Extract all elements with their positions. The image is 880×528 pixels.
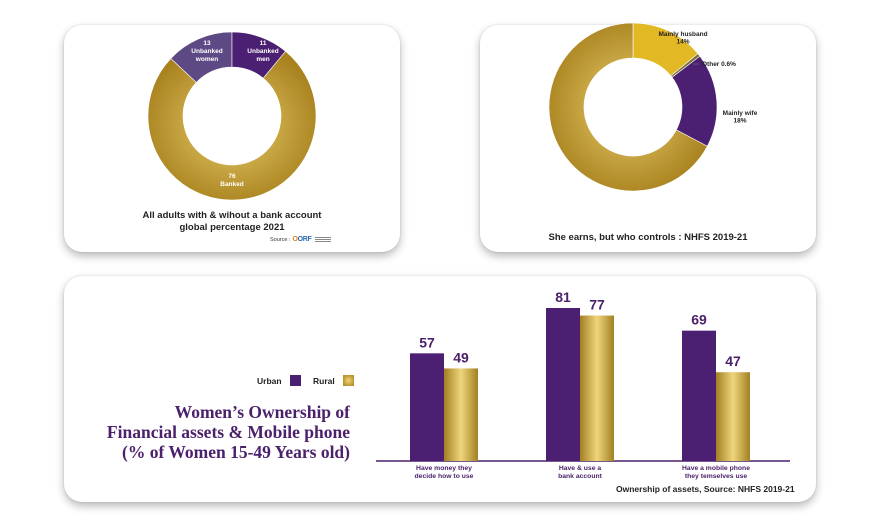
bar-urban-2 bbox=[682, 330, 716, 461]
donut-slice-3 bbox=[548, 22, 708, 192]
bar-value-label: 49 bbox=[453, 349, 469, 365]
bar-urban-1 bbox=[546, 308, 580, 461]
donut-slice-label-0: Mainly husband 14% bbox=[658, 31, 707, 46]
legend-rural: Rural bbox=[313, 375, 354, 386]
earnings-control-donut-card: Mainly husband 14% Other 0.6% Mainly wife 18… bbox=[480, 22, 816, 252]
donut-slice-2 bbox=[147, 50, 317, 201]
donut-slice-label-1: Other 0.6% bbox=[702, 61, 736, 68]
bar-value-label: 47 bbox=[725, 353, 741, 369]
banked-donut-card: 13 Unbanked women 11 Unbanked men 76 Banked All… bbox=[64, 25, 400, 252]
title-line-3: (% of Women 15-49 Years old) bbox=[122, 442, 350, 462]
donut-slice-label-2: Mainly wife 18% bbox=[723, 110, 758, 125]
bar-chart-source: Ownership of assets, Source: NHFS 2019-2… bbox=[616, 484, 795, 494]
orf-logo: OORF bbox=[292, 236, 312, 243]
title-line-1: Women’s Ownership of bbox=[174, 402, 350, 422]
category-label-2: Have a mobile phone they temselves use bbox=[682, 465, 750, 480]
title-line-2: Financial assets & Mobile phone bbox=[106, 422, 350, 442]
donut-slice-label-3: Wife & husband jointly 67% bbox=[604, 209, 653, 231]
ownership-bar-card: Urban Rural Women’s Ownership of Financi… bbox=[64, 276, 816, 502]
legend-urban: Urban bbox=[257, 375, 301, 386]
caption-line-2: global percentage 2021 bbox=[179, 222, 285, 233]
earnings-control-donut-chart: Mainly husband 14% Other 0.6% Mainly wife 18… bbox=[548, 22, 758, 231]
orf-logo-lines bbox=[314, 237, 331, 242]
bar-value-label: 69 bbox=[691, 312, 707, 328]
earnings-control-caption: She earns, but who controls : NHFS 2019-… bbox=[548, 232, 748, 243]
bar-rural-0 bbox=[444, 368, 478, 461]
bar-value-label: 77 bbox=[589, 297, 605, 313]
banked-donut-caption: All adults with & wihout a bank account … bbox=[124, 210, 340, 234]
donut-slice-label-0: 13 Unbanked women bbox=[191, 40, 222, 63]
ownership-bar-chart: 57 49 Have money they decide how to use 81 77… bbox=[376, 289, 790, 480]
bar-value-label: 57 bbox=[419, 334, 435, 350]
bar-urban-0 bbox=[410, 353, 444, 461]
source-attribution: Source : OORF bbox=[270, 236, 331, 243]
orf-logo-text: ORF bbox=[297, 236, 312, 243]
legend-urban-label: Urban bbox=[257, 375, 282, 386]
ownership-chart-title: Women’s Ownership of Financial assets & … bbox=[107, 402, 350, 462]
donut-slice-label-2: 76 Banked bbox=[220, 173, 244, 188]
source-label: Source : bbox=[270, 236, 291, 243]
banked-donut-chart: 13 Unbanked women 11 Unbanked men 76 Banked bbox=[147, 31, 317, 201]
bar-rural-2 bbox=[716, 372, 750, 461]
donut-slice-label-1: 11 Unbanked men bbox=[247, 40, 278, 63]
legend-rural-label: Rural bbox=[313, 375, 335, 386]
category-label-1: Have & use a bank account bbox=[558, 465, 603, 480]
legend-urban-swatch bbox=[289, 375, 301, 386]
bar-rural-1 bbox=[580, 315, 614, 461]
caption-line-1: All adults with & wihout a bank account bbox=[142, 210, 322, 221]
bar-value-label: 81 bbox=[555, 289, 571, 305]
category-label-0: Have money they decide how to use bbox=[415, 465, 474, 480]
legend-rural-swatch bbox=[342, 375, 354, 386]
